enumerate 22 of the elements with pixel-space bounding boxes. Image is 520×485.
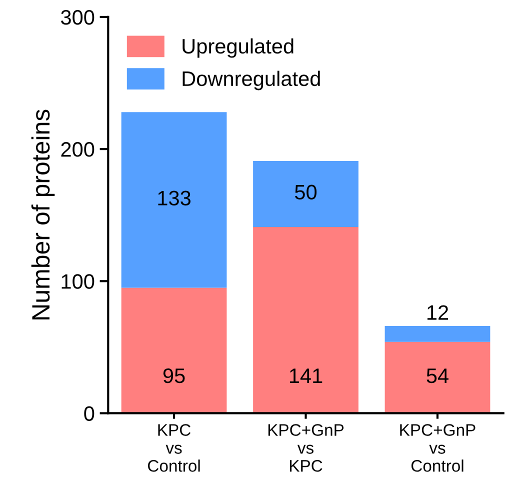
y-tick-label: 100 (62, 274, 94, 289)
bar (253, 160, 358, 227)
data-label: 141 (290, 368, 322, 383)
data-label: 12 (427, 305, 448, 320)
bar (121, 288, 227, 414)
x-tick-label: KPC vs Control (148, 424, 200, 472)
x-tick-label: KPC+GnP vs KPC (268, 424, 344, 472)
bar (384, 326, 490, 342)
data-label: 50 (295, 184, 317, 200)
y-axis-title: Number of proteins (31, 110, 55, 320)
y-tick-label: 300 (61, 10, 94, 25)
data-label: 95 (163, 368, 185, 384)
legend-label: Upregulated (182, 38, 294, 58)
legend-label: Downregulated (182, 70, 320, 90)
data-label: 54 (426, 368, 448, 384)
y-tick-label: 0 (84, 406, 94, 421)
bar (121, 112, 227, 288)
bar (253, 226, 358, 414)
bar (384, 342, 490, 414)
x-tick-label: KPC+GnP vs Control (400, 424, 476, 472)
y-tick-label: 200 (61, 142, 94, 157)
data-label: 133 (158, 190, 190, 206)
